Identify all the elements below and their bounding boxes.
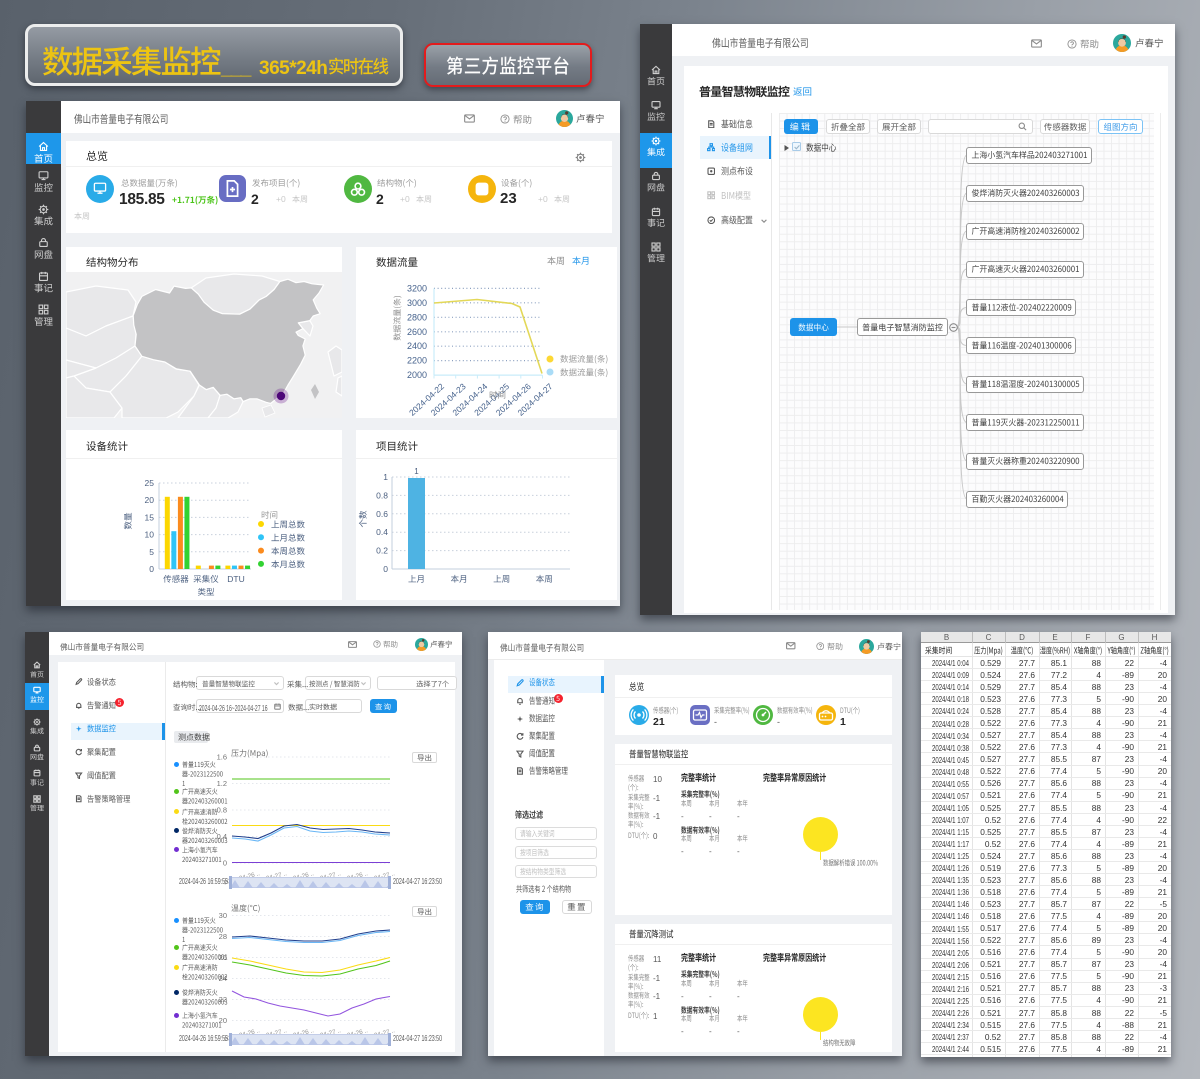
svg-text:2200: 2200 — [407, 356, 427, 366]
svg-text:2400: 2400 — [407, 341, 427, 351]
svg-text:15: 15 — [145, 512, 155, 522]
svg-text:22: 22 — [219, 995, 227, 1004]
svg-text:2600: 2600 — [407, 327, 427, 337]
svg-text:0: 0 — [223, 859, 227, 868]
svg-text:1: 1 — [383, 472, 388, 482]
svg-text:0.4: 0.4 — [217, 832, 227, 841]
svg-text:20: 20 — [219, 1016, 227, 1025]
svg-text:0: 0 — [149, 564, 154, 574]
svg-text:26: 26 — [219, 953, 227, 962]
svg-text:10: 10 — [145, 530, 155, 540]
svg-text:0.6: 0.6 — [376, 509, 388, 519]
svg-text:28: 28 — [219, 932, 227, 941]
svg-text:3000: 3000 — [407, 298, 427, 308]
svg-text:3200: 3200 — [407, 283, 427, 293]
svg-text:0.8: 0.8 — [376, 490, 388, 500]
svg-text:20: 20 — [145, 495, 155, 505]
svg-text:30: 30 — [219, 911, 227, 920]
svg-text:2000: 2000 — [407, 370, 427, 380]
svg-text:0: 0 — [383, 564, 388, 574]
svg-text:1: 1 — [414, 467, 419, 476]
svg-text:5: 5 — [149, 547, 154, 557]
svg-text:0.2: 0.2 — [376, 546, 388, 556]
svg-text:1.2: 1.2 — [217, 779, 227, 788]
svg-text:0.8: 0.8 — [217, 806, 227, 815]
svg-text:0.4: 0.4 — [376, 527, 388, 537]
svg-text:24: 24 — [219, 974, 227, 983]
svg-text:1.6: 1.6 — [217, 753, 227, 762]
svg-text:25: 25 — [145, 478, 155, 488]
svg-text:2800: 2800 — [407, 312, 427, 322]
